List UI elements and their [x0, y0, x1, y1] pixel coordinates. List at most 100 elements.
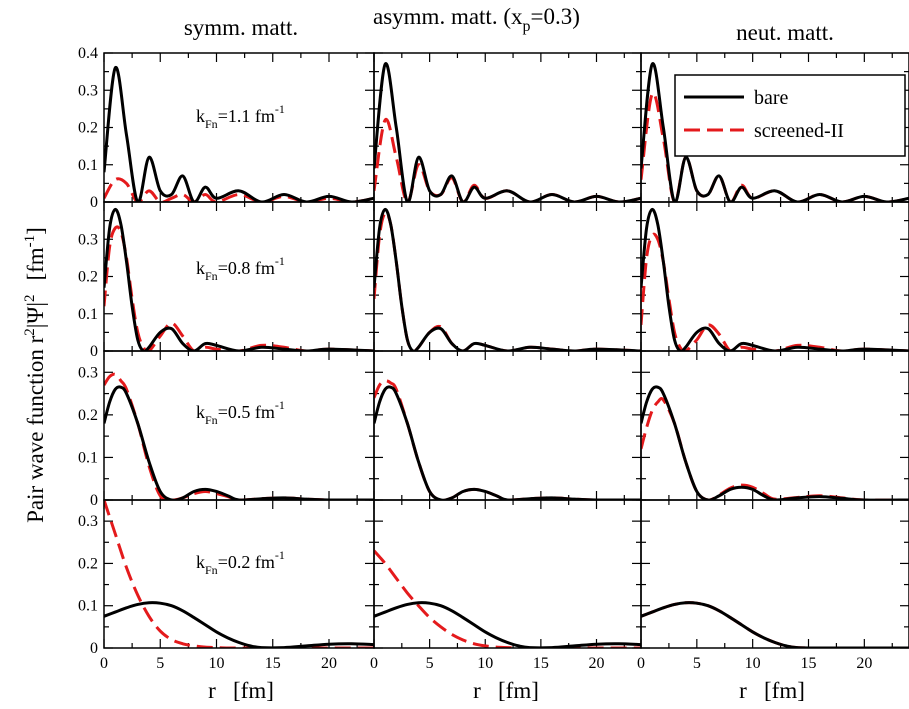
x-tick-label-1-1: 5: [426, 655, 434, 672]
legend-screened-label: screened-II: [754, 120, 844, 142]
y-tick-label-0-1: 0.1: [78, 157, 98, 174]
panel-frame-1-2: [640, 201, 909, 352]
series-screened-line-1-2: [641, 232, 909, 351]
svg-text:kFn=1.1 fm-1: kFn=1.1 fm-1: [196, 102, 285, 131]
x-tick-label-1-4: 20: [589, 655, 605, 672]
y-axis-label-unit-sup: -1: [22, 235, 38, 248]
y-axis-label: Pair wave function r2|Ψ|2[fm-1]: [22, 227, 48, 523]
row-annotation-0-sup: -1: [275, 102, 285, 116]
row-annotation-3-sup: -1: [275, 548, 285, 562]
x-tick-label-2-2: 10: [745, 655, 761, 672]
panel-frame-1-1: [373, 201, 642, 352]
svg-text:kFn=0.2 fm-1: kFn=0.2 fm-1: [196, 548, 285, 577]
panel-frame-3-0: [103, 499, 375, 649]
series-screened-line-3-1: [374, 549, 641, 648]
legend-box: [674, 74, 906, 157]
row-annotation-0: kFn=1.1 fm-1: [196, 102, 285, 131]
series-bare-line-3-0: [104, 601, 374, 648]
row-annotation-3-pre: k: [196, 552, 205, 572]
series-bare-line-1-0: [104, 207, 374, 351]
series-screened-line-1-0: [104, 225, 374, 351]
y-tick-label-2-1: 0.1: [78, 449, 98, 466]
y-axis-label-unit-close: ]: [23, 227, 48, 235]
x-tick-label-1-0: 0: [370, 655, 378, 672]
row-annotation-1-pre: k: [196, 258, 205, 278]
series-bare-line-0-1: [374, 62, 641, 202]
column-title-asymm-suffix: =0.3): [530, 4, 579, 29]
x-tick-label-0-4: 20: [321, 655, 337, 672]
row-annotation-1-val: =0.8 fm: [218, 258, 275, 278]
row-annotation-3-val: =0.2 fm: [218, 552, 275, 572]
row-annotation-0-val: =1.1 fm: [218, 106, 275, 126]
row-annotation-3: kFn=0.2 fm-1: [196, 548, 285, 577]
x-tick-label-0-2: 10: [209, 655, 225, 672]
series-bare-line-3-2: [641, 601, 909, 648]
series-screened-line-3-0: [104, 500, 374, 648]
y-axis-label-unit-open: [fm: [23, 247, 48, 280]
y-axis-label-sup2: 2: [22, 295, 38, 303]
y-tick-label-0-3: 0.3: [78, 82, 98, 99]
x-tick-label-0-0: 0: [100, 655, 108, 672]
panel-frame-3-2: [640, 499, 909, 649]
row-annotation-2-sup: -1: [275, 398, 285, 412]
x-tick-label-2-1: 5: [693, 655, 701, 672]
y-tick-label-3-2: 0.2: [78, 555, 98, 572]
row-annotation-2-pre: k: [196, 402, 205, 422]
series-bare-line-2-1: [374, 385, 641, 500]
series-screened-line-1-1: [374, 211, 641, 351]
legend-bare-label: bare: [754, 87, 789, 109]
y-tick-label-1-3: 0.3: [78, 231, 98, 248]
y-tick-label-3-3: 0.3: [78, 513, 98, 530]
column-title-asymm-sub: p: [522, 18, 530, 35]
panel-frame-2-2: [640, 350, 909, 501]
series-bare-line-1-2: [641, 207, 909, 351]
y-axis-label-sup1: 2: [22, 328, 38, 336]
legend: bare screened-II: [674, 74, 906, 157]
row-annotation-2: kFn=0.5 fm-1: [196, 398, 285, 427]
row-annotation-0-sub: Fn: [205, 117, 218, 131]
series-bare-line-2-2: [641, 385, 909, 500]
y-tick-label-1-1: 0.1: [78, 306, 98, 323]
row-annotation-1: kFn=0.8 fm-1: [196, 254, 285, 283]
series-screened-line-2-1: [374, 379, 641, 500]
panel-frame-2-1: [373, 350, 642, 501]
row-annotation-1-sup: -1: [275, 254, 285, 268]
x-axis-label-symm: r [fm]: [208, 678, 274, 703]
column-title-symm: symm. matt.: [184, 15, 298, 40]
series-bare-line-2-0: [104, 385, 374, 500]
x-tick-label-2-0: 0: [637, 655, 645, 672]
y-tick-label-2-0: 0: [90, 492, 98, 509]
panel-frame-2-0: [103, 350, 375, 501]
y-axis-label-mid: |Ψ|: [23, 302, 48, 328]
row-annotation-0-pre: k: [196, 106, 205, 126]
x-tick-label-1-3: 15: [533, 655, 549, 672]
x-tick-label-2-3: 15: [801, 655, 817, 672]
x-tick-label-2-4: 20: [856, 655, 872, 672]
row-annotation-3-sub: Fn: [205, 563, 218, 577]
x-tick-label-1-2: 10: [477, 655, 493, 672]
y-tick-label-3-1: 0.1: [78, 598, 98, 615]
x-tick-label-0-1: 5: [156, 655, 164, 672]
panel-frame-3-1: [373, 499, 642, 649]
series-bare-line-1-1: [374, 207, 641, 351]
panel-grid: 0 0.1 0.2 0.3 0.4 0 0.1 0.2 0.3 0 0.1 0.2 0.3 0 0.1 0.2…: [78, 45, 909, 672]
row-annotation-2-sub: Fn: [205, 413, 218, 427]
column-title-asymm: asymm. matt. (xp=0.3): [373, 4, 580, 35]
y-tick-label-0-0: 0: [90, 194, 98, 211]
series-screened-line-2-0: [104, 372, 374, 500]
svg-text:kFn=0.8 fm-1: kFn=0.8 fm-1: [196, 254, 285, 283]
y-tick-label-3-0: 0: [90, 640, 98, 657]
x-axis-label-asymm: r [fm]: [473, 678, 539, 703]
y-tick-label-1-2: 0.2: [78, 269, 98, 286]
series-bare-line-0-0: [104, 66, 374, 202]
column-title-neut: neut. matt.: [736, 20, 834, 45]
column-title-asymm-prefix: asymm. matt. (x: [373, 4, 523, 29]
x-axis-label-neut: r [fm]: [739, 678, 805, 703]
series-bare-line-0-2: [641, 62, 909, 202]
y-tick-label-0-2: 0.2: [78, 120, 98, 137]
y-tick-label-2-3: 0.3: [78, 364, 98, 381]
y-tick-label-1-0: 0: [90, 343, 98, 360]
y-tick-label-0-4: 0.4: [78, 45, 98, 62]
x-tick-label-0-3: 15: [265, 655, 281, 672]
